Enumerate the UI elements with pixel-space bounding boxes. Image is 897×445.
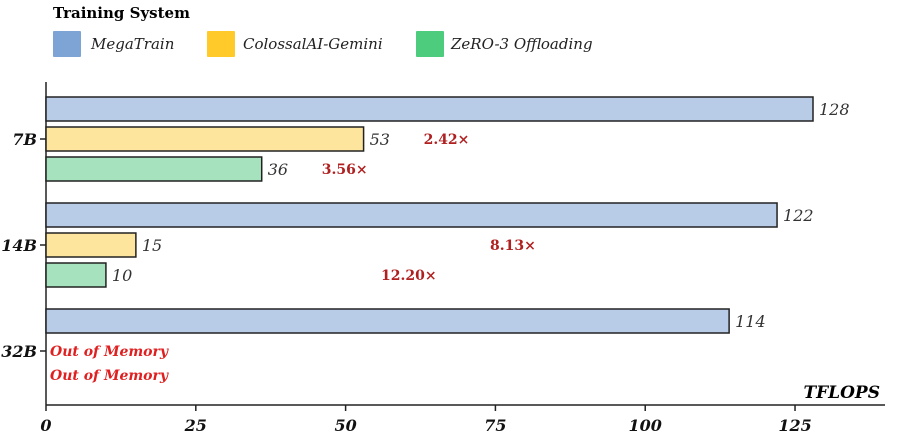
bars: [45, 96, 814, 334]
speedup-label-14b-zero-3-offloading: 12.20×: [381, 268, 437, 284]
category-label-7b: 7B: [12, 130, 37, 149]
value-label-14b-zero-3-offloading: 10: [112, 266, 132, 285]
x-tick-label-50: 50: [334, 416, 356, 435]
legend-swatch-zero-3-offloading: [416, 31, 444, 57]
value-labels: 128 53 2.42× 36 3.56× 122 15 8.13× 10 12.20× 114 Ou…: [50, 100, 850, 384]
bar-32b-megatrain: [45, 308, 730, 334]
value-label-14b-colossalai-gemini: 15: [142, 236, 162, 255]
x-tick-label-0: 0: [40, 416, 51, 435]
bar-7b-megatrain: [45, 96, 814, 122]
legend-swatch-colossalai-gemini: [207, 31, 235, 57]
legend-title: Training System: [53, 4, 190, 22]
x-axis-label: TFLOPS: [803, 383, 880, 403]
bar-14b-colossalai-gemini: [45, 232, 137, 258]
legend-swatch-megatrain: [53, 31, 81, 57]
x-tick-label-125: 125: [778, 416, 811, 435]
value-label-7b-colossalai-gemini: 53: [370, 130, 390, 149]
speedup-label-7b-zero-3-offloading: 3.56×: [322, 162, 368, 178]
axes: 0 25 50 75 100 125 7B 14B 32B: [1, 82, 885, 435]
value-label-32b-megatrain: 114: [735, 312, 766, 331]
category-label-32b: 32B: [1, 342, 37, 361]
bar-7b-colossalai-gemini: [45, 126, 365, 152]
oom-label-32b-colossalai-gemini: Out of Memory: [50, 344, 169, 360]
x-tick-label-25: 25: [184, 416, 207, 435]
legend-label-megatrain: MegaTrain: [90, 35, 174, 53]
legend-label-colossalai-gemini: ColossalAI-Gemini: [243, 35, 383, 53]
bar-7b-zero-3-offloading: [45, 156, 263, 182]
legend-label-zero-3-offloading: ZeRO-3 Offloading: [450, 35, 593, 53]
value-label-7b-zero-3-offloading: 36: [268, 160, 288, 179]
oom-label-32b-zero-3-offloading: Out of Memory: [50, 368, 169, 384]
value-label-7b-megatrain: 128: [819, 100, 850, 119]
bar-14b-megatrain: [45, 202, 778, 228]
speedup-label-7b-colossalai-gemini: 2.42×: [424, 132, 470, 148]
bar-14b-zero-3-offloading: [45, 262, 107, 288]
x-tick-label-75: 75: [484, 416, 506, 435]
value-label-14b-megatrain: 122: [783, 206, 814, 225]
legend: Training System MegaTrain ColossalAI-Gemi…: [53, 4, 593, 57]
x-tick-label-100: 100: [629, 416, 662, 435]
speedup-label-14b-colossalai-gemini: 8.13×: [490, 238, 536, 254]
category-label-14b: 14B: [1, 236, 37, 255]
